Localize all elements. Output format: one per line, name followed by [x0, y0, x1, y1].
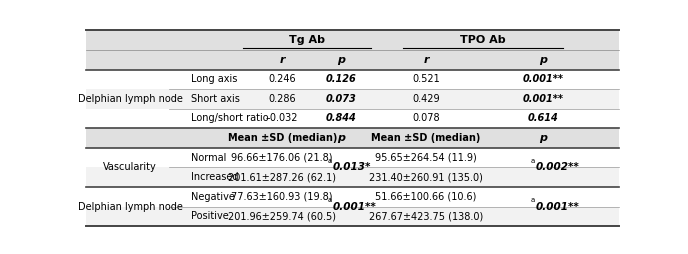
Text: 0.001**: 0.001** — [523, 94, 564, 104]
Text: 201.96±259.74 (60.5): 201.96±259.74 (60.5) — [228, 211, 336, 221]
Bar — [86, 89, 619, 109]
Text: a: a — [327, 157, 332, 164]
Text: 0.286: 0.286 — [268, 94, 296, 104]
Text: 201.61±287.26 (62.1): 201.61±287.26 (62.1) — [228, 172, 336, 182]
Bar — [86, 128, 619, 148]
Text: 95.65±264.54 (11.9): 95.65±264.54 (11.9) — [376, 153, 477, 163]
Text: 51.66±100.66 (10.6): 51.66±100.66 (10.6) — [376, 192, 477, 202]
Bar — [86, 30, 619, 50]
Text: 0.002**: 0.002** — [535, 162, 579, 172]
Text: –0.032: –0.032 — [266, 114, 299, 123]
Text: Negative: Negative — [191, 192, 235, 202]
Bar — [86, 70, 619, 89]
Text: Short axis: Short axis — [191, 94, 240, 104]
Bar — [86, 148, 619, 167]
Text: 0.001**: 0.001** — [535, 201, 579, 212]
Text: r: r — [279, 55, 285, 65]
Text: p: p — [539, 55, 548, 65]
Bar — [86, 109, 619, 128]
Bar — [86, 50, 619, 70]
Text: Long/short ratio: Long/short ratio — [191, 114, 269, 123]
Text: Mean ±SD (median): Mean ±SD (median) — [228, 133, 337, 143]
Text: p: p — [337, 133, 345, 143]
Text: p: p — [539, 133, 548, 143]
Text: Normal: Normal — [191, 153, 226, 163]
Text: 0.521: 0.521 — [412, 74, 440, 84]
Bar — [86, 167, 619, 187]
Text: Mean ±SD (median): Mean ±SD (median) — [372, 133, 481, 143]
Text: 0.013*: 0.013* — [333, 162, 372, 172]
Text: 0.126: 0.126 — [325, 74, 356, 84]
Text: 0.001**: 0.001** — [333, 201, 376, 212]
Bar — [86, 207, 619, 226]
Text: 96.66±176.06 (21.8): 96.66±176.06 (21.8) — [231, 153, 333, 163]
Text: p: p — [337, 55, 345, 65]
Text: Positive: Positive — [191, 211, 229, 221]
Text: Delphian lymph node: Delphian lymph node — [78, 94, 183, 104]
Text: 0.246: 0.246 — [268, 74, 296, 84]
Text: Long axis: Long axis — [191, 74, 237, 84]
Text: 0.844: 0.844 — [325, 114, 356, 123]
Text: TPO Ab: TPO Ab — [460, 35, 506, 45]
Text: 267.67±423.75 (138.0): 267.67±423.75 (138.0) — [369, 211, 483, 221]
Text: r: r — [423, 55, 429, 65]
Text: 0.001**: 0.001** — [523, 74, 564, 84]
Text: a: a — [530, 197, 535, 203]
Text: a: a — [327, 197, 332, 203]
Text: 0.078: 0.078 — [412, 114, 440, 123]
Text: 231.40±260.91 (135.0): 231.40±260.91 (135.0) — [369, 172, 483, 182]
Text: 0.429: 0.429 — [412, 94, 440, 104]
Text: 77.63±160.93 (19.8): 77.63±160.93 (19.8) — [231, 192, 333, 202]
Text: 0.614: 0.614 — [528, 114, 559, 123]
Text: a: a — [530, 157, 535, 164]
Text: Vascularity: Vascularity — [103, 162, 157, 172]
Text: Tg Ab: Tg Ab — [289, 35, 325, 45]
Bar — [86, 187, 619, 207]
Text: Increased: Increased — [191, 172, 239, 182]
Text: Delphian lymph node: Delphian lymph node — [78, 201, 183, 212]
Text: 0.073: 0.073 — [325, 94, 356, 104]
